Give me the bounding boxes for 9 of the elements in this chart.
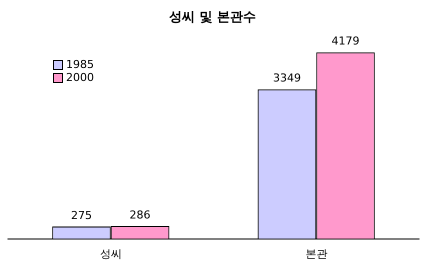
data-label: 4179	[332, 34, 360, 48]
legend-label: 1985	[66, 58, 94, 71]
data-label: 286	[130, 208, 151, 222]
x-tick-label: 성씨	[100, 247, 122, 260]
chart-title: 성씨 및 본관수	[168, 9, 258, 26]
legend-label: 2000	[66, 71, 94, 84]
x-tick-label: 본관	[305, 247, 328, 260]
data-label: 3349	[272, 72, 301, 85]
data-label: 275	[70, 208, 92, 222]
